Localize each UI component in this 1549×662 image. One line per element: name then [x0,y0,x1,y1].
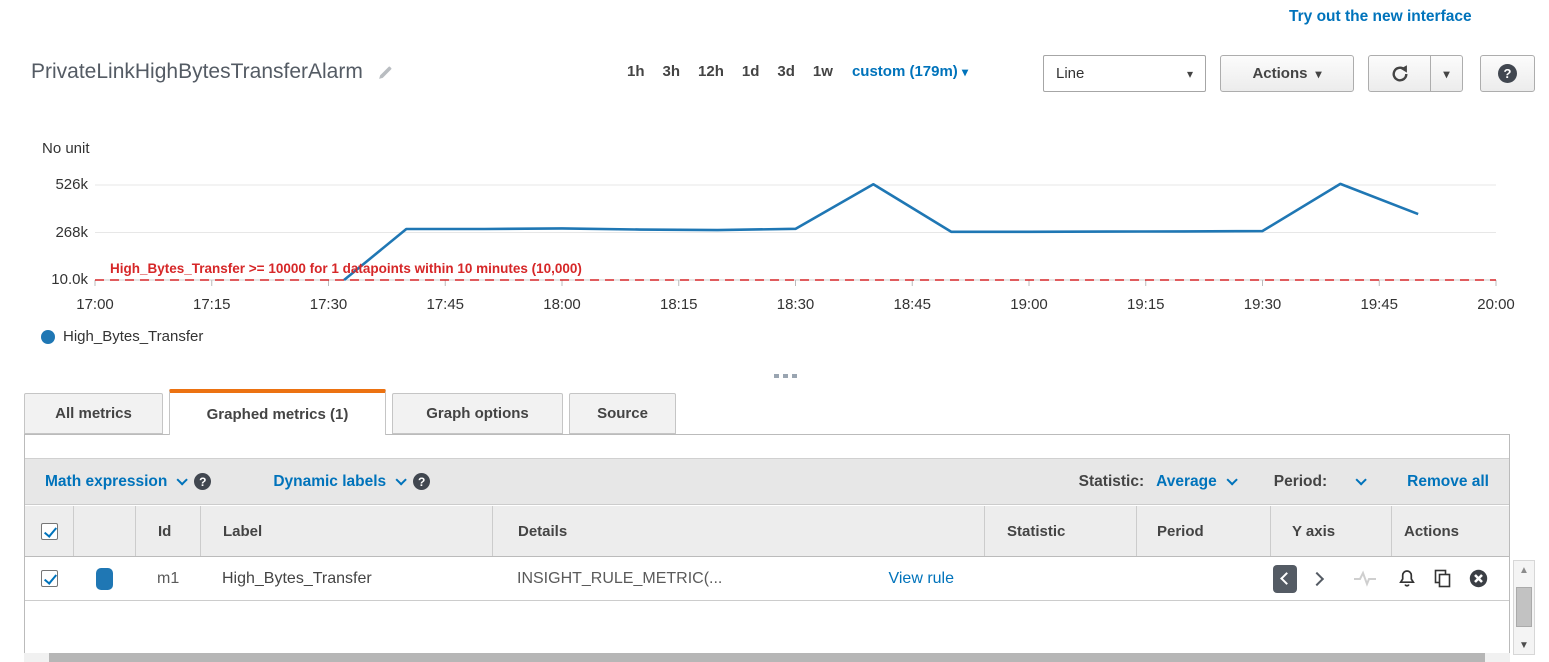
range-1h[interactable]: 1h [627,63,645,80]
y-tick-label: 268k [55,223,88,241]
x-tick-label: 17:30 [309,296,348,313]
y-tick-label: 10.0k [51,271,88,288]
metric-period [1136,557,1270,600]
math-expression-help-icon[interactable]: ? [194,473,212,490]
column-header-actions: Actions [1391,506,1509,556]
chevron-down-icon [395,473,407,486]
select-all-checkbox[interactable] [40,522,58,540]
color-column-header [73,506,135,556]
remove-metric-icon[interactable] [1468,568,1489,589]
tab-graphed-metrics[interactable]: Graphed metrics (1) [169,389,386,435]
row-checkbox[interactable] [40,570,58,587]
dynamic-labels-help-icon[interactable]: ? [413,473,431,490]
help-icon: ? [1498,64,1517,83]
chart-type-select[interactable]: Line ▾ [1043,55,1206,92]
metrics-toolbar: Math expression ? Dynamic labels ? Stati… [25,458,1509,505]
column-header-period: Period [1136,506,1270,556]
chevron-down-icon [176,473,189,486]
table-row: m1 High_Bytes_Transfer INSIGHT_RULE_METR… [25,557,1509,601]
legend-label: High_Bytes_Transfer [63,328,204,345]
column-header-label: Label [200,506,492,556]
refresh-icon [1392,64,1407,81]
column-header-statistic: Statistic [984,506,1136,556]
horizontal-scrollbar[interactable] [24,653,1510,662]
sparkline-icon[interactable] [1353,569,1377,588]
x-tick-label: 19:00 [1010,296,1048,313]
chevron-down-icon: ▾ [961,65,969,79]
y-tick-label: 526k [55,176,88,193]
tab-graph-options[interactable]: Graph options [392,393,563,434]
horizontal-scrollbar-thumb[interactable] [49,653,1485,662]
metric-label[interactable]: High_Bytes_Transfer [222,569,372,587]
x-tick-label: 20:00 [1477,296,1515,313]
tab-all-metrics[interactable]: All metrics [24,393,163,434]
view-rule-link[interactable]: View rule [888,569,954,587]
pencil-icon [378,66,392,79]
scroll-down-icon[interactable]: ▼ [1519,640,1529,651]
metric-statistic [984,557,1136,600]
x-tick-label: 17:00 [76,296,114,313]
help-button[interactable]: ? [1480,55,1535,92]
chevron-down-icon [1226,473,1238,486]
x-tick-label: 19:30 [1243,296,1282,313]
x-tick-label: 18:00 [543,296,581,313]
column-header-y-axis: Y axis [1270,506,1391,556]
tab-source[interactable]: Source [569,393,676,434]
custom-range-dropdown[interactable]: custom (179m) ▾ [851,63,969,80]
x-tick-label: 18:15 [659,296,698,313]
metric-id: m1 [157,569,180,587]
page-title: PrivateLinkHighBytesTransferAlarm [31,60,363,83]
y-axis-right-button[interactable] [1309,570,1327,588]
try-new-interface-link[interactable]: Try out the new interface [1289,8,1472,25]
chevron-down-icon: ▾ [1186,66,1193,81]
math-expression-dropdown[interactable]: Math expression [45,472,168,490]
statistic-dropdown[interactable]: Average [1156,472,1217,490]
x-tick-label: 19:15 [1126,296,1165,313]
metric-details: INSIGHT_RULE_METRIC(... [517,569,723,587]
x-tick-label: 19:45 [1360,296,1399,313]
alarm-threshold-label: High_Bytes_Transfer >= 10000 for 1 datap… [110,261,582,276]
refresh-options-button[interactable]: ▾ [1430,55,1463,92]
dynamic-labels-dropdown[interactable]: Dynamic labels [273,472,387,490]
edit-title-button[interactable] [377,64,394,81]
period-dropdown-chevron-icon[interactable] [1355,473,1367,486]
range-3h[interactable]: 3h [662,63,681,80]
x-tick-label: 17:15 [192,296,231,313]
x-tick-label: 18:30 [776,296,815,313]
vertical-scrollbar[interactable]: ▲ ▼ [1513,560,1535,655]
legend-swatch [41,329,55,344]
range-12h[interactable]: 12h [698,63,724,80]
metrics-table-header: Id Label Details Statistic Period Y axis… [25,506,1509,557]
column-header-details: Details [492,506,984,556]
y-axis-left-button[interactable] [1273,564,1297,593]
resize-handle[interactable] [774,374,797,378]
column-header-id: Id [135,506,200,556]
vertical-scrollbar-thumb[interactable] [1516,587,1532,627]
chevron-down-icon: ▾ [1443,66,1450,81]
range-1d[interactable]: 1d [741,63,760,80]
chevron-down-icon: ▾ [1315,66,1322,81]
time-range-bar: 1h 3h 12h 1d 3d 1w custom (179m) ▾ [618,63,968,80]
period-label: Period: [1273,472,1328,490]
statistic-label: Statistic: [1078,472,1145,490]
page-header: PrivateLinkHighBytesTransferAlarm [31,60,394,84]
metric-color-swatch[interactable] [95,567,113,590]
remove-all-link[interactable]: Remove all [1407,472,1489,490]
range-3d[interactable]: 3d [777,63,795,80]
duplicate-icon[interactable] [1432,568,1453,589]
actions-label: Actions [1252,65,1308,82]
y-axis-unit-label: No unit [42,140,90,157]
alarm-bell-icon[interactable] [1397,568,1417,589]
refresh-button[interactable] [1368,55,1431,92]
range-1w[interactable]: 1w [812,63,833,80]
x-tick-label: 18:45 [893,296,932,313]
actions-button[interactable]: Actions ▾ [1220,55,1354,92]
chart-legend[interactable]: High_Bytes_Transfer [41,328,203,345]
x-tick-label: 17:45 [426,296,465,313]
chart-type-value: Line [1056,65,1085,82]
scroll-up-icon[interactable]: ▲ [1519,565,1529,576]
